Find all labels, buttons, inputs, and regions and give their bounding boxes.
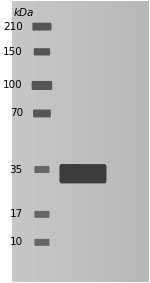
- Text: 70: 70: [10, 108, 23, 119]
- FancyBboxPatch shape: [33, 110, 51, 117]
- FancyBboxPatch shape: [34, 211, 50, 218]
- Text: kDa: kDa: [13, 8, 34, 18]
- Text: 210: 210: [3, 22, 23, 32]
- Text: 100: 100: [3, 80, 23, 91]
- FancyBboxPatch shape: [59, 164, 106, 183]
- FancyBboxPatch shape: [34, 239, 50, 246]
- Text: 10: 10: [10, 237, 23, 247]
- Text: 150: 150: [3, 47, 23, 57]
- FancyBboxPatch shape: [34, 48, 50, 55]
- FancyBboxPatch shape: [34, 166, 50, 173]
- FancyBboxPatch shape: [32, 81, 52, 90]
- Text: 17: 17: [10, 209, 23, 219]
- Text: 35: 35: [10, 164, 23, 175]
- FancyBboxPatch shape: [32, 23, 51, 31]
